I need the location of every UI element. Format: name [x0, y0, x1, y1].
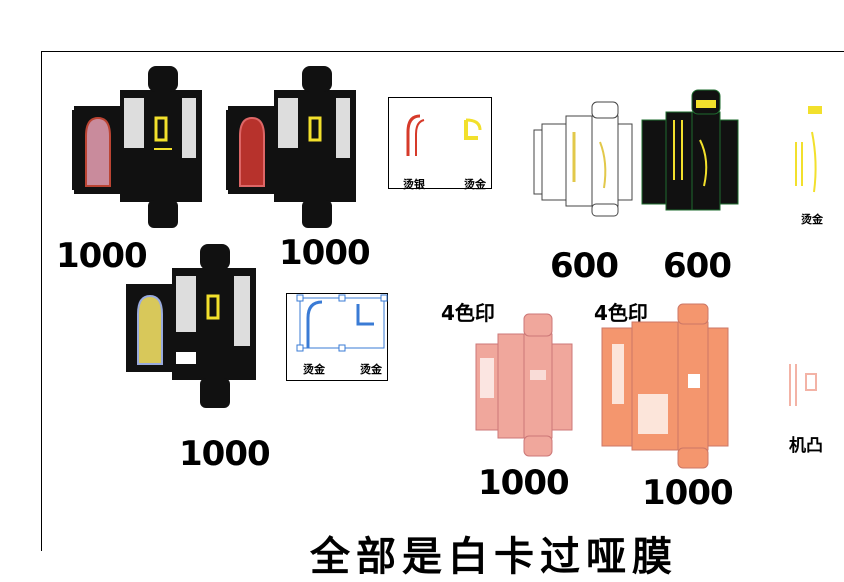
foil-mark-box[interactable] [388, 97, 492, 189]
dieline-white-lipgloss[interactable] [533, 101, 634, 217]
selection-handles[interactable] [296, 294, 388, 356]
hot-gold-label: 烫金 [801, 213, 823, 226]
hot-gold-label: 烫金 [464, 178, 486, 191]
hot-gold-label: 烫金 [360, 363, 382, 376]
dieline-orange[interactable] [598, 303, 730, 469]
hot-silver-label: 烫银 [403, 178, 425, 191]
foil-mark-box-selected[interactable] [286, 293, 388, 381]
four-color-print-tag: 4色印 [441, 301, 495, 325]
quantity-label: 1000 [179, 434, 271, 474]
quantity-label: 600 [550, 246, 619, 286]
quantity-label: 1000 [642, 473, 734, 513]
dieline-pink[interactable] [472, 313, 574, 457]
dieline-black-rainbow[interactable] [72, 66, 204, 228]
dieline-black-red[interactable] [226, 66, 358, 228]
quantity-label: 1000 [56, 236, 148, 276]
quantity-label: 600 [663, 246, 732, 286]
hot-gold-label: 烫金 [303, 363, 325, 376]
dieline-black-lipstick-green[interactable] [640, 89, 740, 216]
foil-mark-artwork [406, 114, 482, 156]
emboss-artwork [789, 364, 817, 406]
artboard [41, 51, 844, 551]
four-color-print-tag: 4色印 [594, 301, 648, 325]
emboss-label: 机凸 [789, 436, 823, 456]
quantity-label: 1000 [478, 463, 570, 503]
gold-foil-artwork [795, 106, 822, 193]
footer-note: 全部是白卡过哑膜 [310, 534, 678, 580]
dieline-black-holo[interactable] [124, 244, 258, 408]
quantity-label: 1000 [279, 233, 371, 273]
